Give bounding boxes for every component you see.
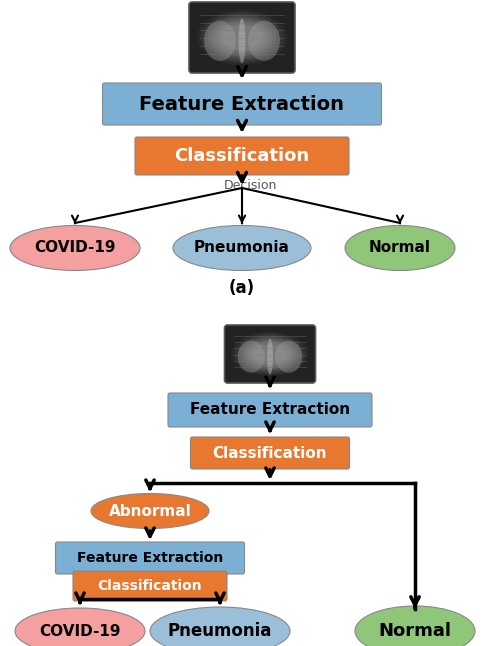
Ellipse shape	[91, 494, 209, 528]
FancyBboxPatch shape	[102, 83, 381, 125]
FancyBboxPatch shape	[135, 137, 348, 175]
Text: Pneumonia: Pneumonia	[167, 622, 272, 640]
Ellipse shape	[246, 340, 292, 368]
Ellipse shape	[354, 606, 474, 646]
Ellipse shape	[237, 335, 302, 373]
Ellipse shape	[222, 25, 261, 50]
FancyBboxPatch shape	[167, 393, 371, 427]
Ellipse shape	[267, 339, 272, 375]
Ellipse shape	[234, 334, 304, 374]
Text: Classification: Classification	[174, 147, 309, 165]
Ellipse shape	[237, 340, 264, 373]
Ellipse shape	[150, 607, 289, 646]
Text: COVID-19: COVID-19	[39, 623, 121, 638]
Text: Pneumonia: Pneumonia	[194, 240, 289, 256]
Ellipse shape	[243, 339, 295, 369]
Text: Normal: Normal	[368, 240, 430, 256]
FancyBboxPatch shape	[190, 437, 349, 469]
Text: Feature Extraction: Feature Extraction	[190, 402, 349, 417]
Ellipse shape	[197, 10, 287, 65]
FancyBboxPatch shape	[224, 325, 315, 383]
Ellipse shape	[218, 23, 265, 52]
Text: Classification: Classification	[97, 579, 202, 593]
Ellipse shape	[15, 608, 145, 646]
FancyBboxPatch shape	[189, 2, 294, 73]
Ellipse shape	[344, 225, 454, 271]
FancyBboxPatch shape	[55, 542, 244, 574]
Ellipse shape	[214, 21, 269, 54]
Ellipse shape	[238, 18, 245, 63]
Ellipse shape	[200, 12, 283, 63]
Ellipse shape	[231, 332, 308, 376]
Ellipse shape	[204, 21, 236, 61]
Text: Normal: Normal	[378, 622, 451, 640]
Ellipse shape	[250, 342, 289, 366]
Text: (a): (a)	[228, 279, 255, 297]
Text: Feature Extraction: Feature Extraction	[139, 94, 344, 114]
Text: Feature Extraction: Feature Extraction	[77, 551, 223, 565]
Ellipse shape	[253, 344, 286, 364]
Text: Abnormal: Abnormal	[108, 503, 191, 519]
Text: Classification: Classification	[212, 446, 327, 461]
Ellipse shape	[241, 337, 299, 371]
Ellipse shape	[274, 340, 302, 373]
FancyBboxPatch shape	[73, 571, 227, 601]
Ellipse shape	[173, 225, 310, 271]
Ellipse shape	[207, 17, 275, 59]
Text: Decision: Decision	[223, 179, 276, 192]
Ellipse shape	[247, 21, 279, 61]
Ellipse shape	[204, 14, 279, 61]
Ellipse shape	[10, 225, 140, 271]
Ellipse shape	[211, 19, 272, 56]
Text: COVID-19: COVID-19	[34, 240, 116, 256]
